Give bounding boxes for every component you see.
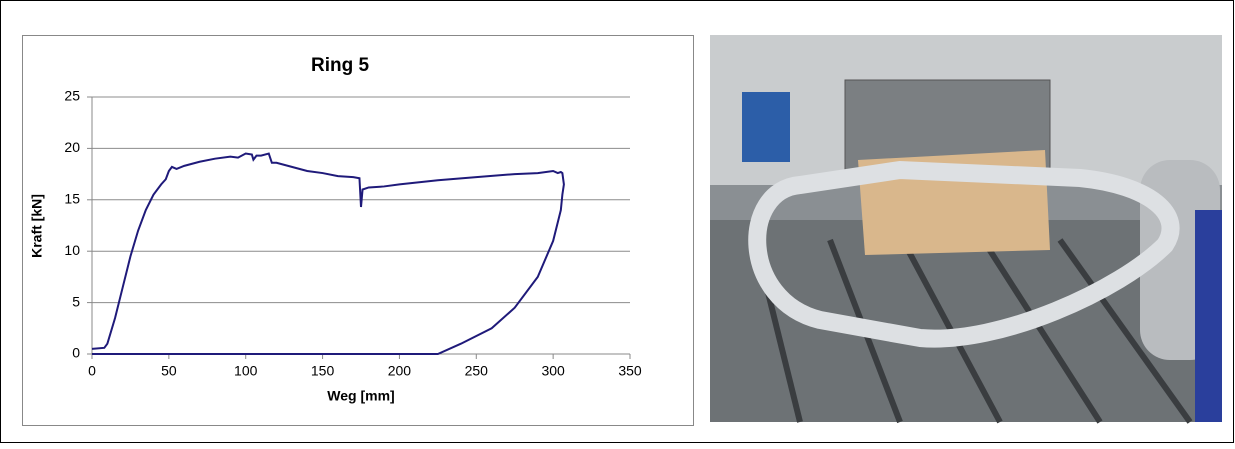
x-tick-label: 250 bbox=[465, 363, 489, 379]
photo-boxes bbox=[742, 92, 790, 162]
y-tick-label: 20 bbox=[64, 139, 80, 155]
photo-ring bbox=[748, 160, 1180, 348]
x-tick-label: 350 bbox=[618, 363, 642, 379]
x-tick-label: 50 bbox=[161, 363, 177, 379]
x-tick-label: 200 bbox=[388, 363, 412, 379]
x-tick-label: 100 bbox=[234, 363, 258, 379]
chart-title: Ring 5 bbox=[311, 55, 369, 76]
y-tick-label: 10 bbox=[64, 242, 80, 258]
y-axis-title: Kraft [kN] bbox=[29, 194, 45, 258]
y-tick-label: 25 bbox=[64, 88, 80, 104]
photo bbox=[710, 35, 1222, 424]
photo-table bbox=[710, 220, 1222, 422]
chart-box bbox=[22, 35, 694, 426]
y-tick-label: 5 bbox=[72, 293, 80, 309]
data-line bbox=[91, 152, 565, 355]
x-tick-label: 150 bbox=[311, 363, 335, 379]
y-tick-label: 0 bbox=[72, 345, 80, 361]
x-tick-label: 0 bbox=[88, 363, 96, 379]
x-axis-title: Weg [mm] bbox=[327, 388, 394, 404]
x-tick-label: 300 bbox=[541, 363, 565, 379]
photo-frame-blue bbox=[1195, 210, 1222, 422]
y-tick-label: 15 bbox=[64, 191, 80, 207]
